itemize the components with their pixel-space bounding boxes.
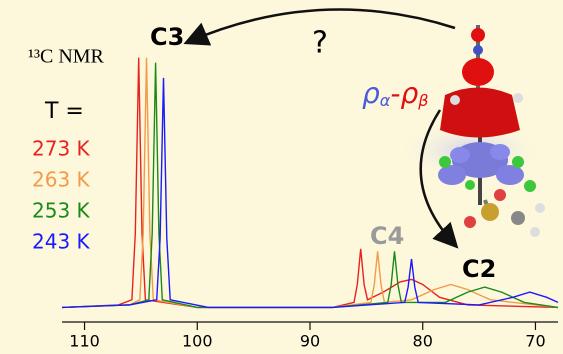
molecule [395,25,545,237]
legend-entry: 273 K [32,137,91,161]
legend-entry: 243 K [32,230,91,254]
chart-title: ¹³C NMR [28,46,105,68]
c4-label: C4 [370,222,404,250]
legend-entry: 263 K [32,168,91,192]
sub-beta: β [417,91,428,110]
sub-alpha: α [380,91,391,110]
x-tick-label: 70 [525,332,545,351]
dash: - [390,77,400,110]
x-tick-label: 100 [182,332,213,351]
x-tick-label: 80 [413,332,433,351]
rho: ρ [400,77,418,110]
figure: ¹³C NMR T = C3 C4 C2 ? ρα-ρβ 11010090807… [0,0,563,354]
legend-entry: 253 K [32,199,91,223]
question-mark: ? [312,26,328,61]
x-tick-label: 90 [300,332,320,351]
spin-density-label: ρα-ρβ [362,77,428,110]
rho: ρ [362,77,380,110]
legend-title: T = [44,99,84,124]
c2-label: C2 [462,255,496,283]
c3-label: C3 [150,23,184,51]
x-tick-label: 110 [69,332,100,351]
